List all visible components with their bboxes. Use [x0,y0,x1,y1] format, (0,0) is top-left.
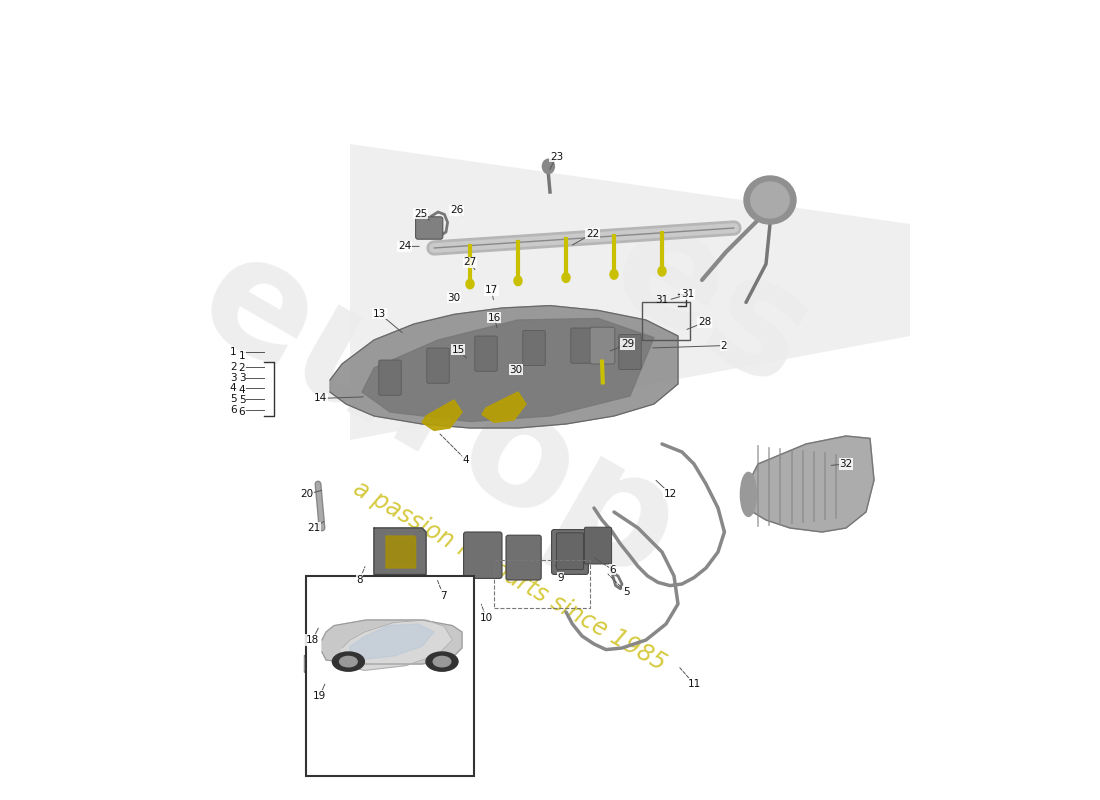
Ellipse shape [466,279,474,289]
FancyBboxPatch shape [619,334,641,370]
Text: 23: 23 [550,152,563,162]
Polygon shape [386,536,416,568]
Polygon shape [374,528,426,574]
Text: 1: 1 [239,351,245,361]
Text: 3: 3 [230,373,236,382]
Ellipse shape [340,656,358,666]
Text: 24: 24 [398,242,411,251]
Polygon shape [305,632,349,672]
FancyBboxPatch shape [522,330,546,366]
Text: 32: 32 [839,459,853,469]
Text: 2: 2 [239,363,245,373]
Text: 17: 17 [485,286,498,295]
Text: 28: 28 [697,318,711,327]
Polygon shape [374,528,426,574]
Text: 25: 25 [414,209,427,218]
Text: 8: 8 [356,575,363,585]
Text: 29: 29 [621,339,635,349]
Text: 4: 4 [463,455,470,465]
Text: 21: 21 [307,523,320,533]
Text: 18: 18 [306,635,319,645]
Text: 31: 31 [656,295,669,305]
Text: 2: 2 [230,362,236,372]
Text: 6: 6 [230,405,236,415]
Polygon shape [330,306,678,428]
Ellipse shape [562,273,570,282]
Ellipse shape [658,266,666,276]
Text: 30: 30 [509,365,522,374]
Text: 5: 5 [623,587,629,597]
Ellipse shape [306,634,313,643]
Text: es: es [583,186,837,422]
Polygon shape [308,670,350,698]
FancyBboxPatch shape [551,530,588,574]
Text: a passion for parts since 1985: a passion for parts since 1985 [350,476,671,676]
Text: 26: 26 [450,206,463,215]
FancyBboxPatch shape [416,217,443,239]
Polygon shape [362,318,654,422]
Text: 9: 9 [557,573,563,582]
Text: 6: 6 [609,565,616,574]
Text: 13: 13 [373,309,386,318]
Ellipse shape [744,176,796,224]
Text: 22: 22 [586,229,600,238]
Ellipse shape [433,656,451,666]
Polygon shape [340,620,452,670]
Text: europ: europ [172,218,704,614]
Text: 14: 14 [314,394,327,403]
Text: 31: 31 [681,290,694,299]
Polygon shape [350,144,910,440]
Text: 16: 16 [487,313,500,322]
FancyBboxPatch shape [571,328,593,363]
Ellipse shape [332,652,364,671]
Polygon shape [422,400,462,430]
Text: 5: 5 [239,395,245,405]
Text: 11: 11 [688,679,701,689]
Ellipse shape [740,472,757,517]
Ellipse shape [514,276,522,286]
Text: 30: 30 [448,293,461,302]
Text: 1: 1 [230,347,236,357]
Text: 15: 15 [451,345,464,354]
Text: 10: 10 [480,613,493,622]
Ellipse shape [751,182,789,218]
FancyBboxPatch shape [557,533,584,570]
Polygon shape [742,436,874,532]
Text: 20: 20 [300,490,313,499]
Text: 12: 12 [663,489,676,498]
FancyBboxPatch shape [584,527,612,564]
Text: 4: 4 [230,383,236,394]
Text: 7: 7 [440,591,447,601]
Text: 2: 2 [720,341,727,350]
Text: 4: 4 [239,385,245,394]
FancyBboxPatch shape [463,532,502,578]
FancyBboxPatch shape [378,360,402,395]
FancyBboxPatch shape [590,327,615,364]
Ellipse shape [542,159,554,174]
FancyBboxPatch shape [427,348,449,383]
FancyBboxPatch shape [475,336,497,371]
Text: 3: 3 [239,374,245,383]
Polygon shape [322,620,462,664]
Ellipse shape [610,270,618,279]
Text: 27: 27 [463,258,476,267]
Text: 5: 5 [230,394,236,404]
Polygon shape [482,392,526,422]
Text: 19: 19 [314,691,327,701]
Bar [306,576,474,776]
Ellipse shape [426,652,458,671]
FancyBboxPatch shape [506,535,541,580]
Text: 6: 6 [239,407,245,417]
Polygon shape [350,624,434,659]
